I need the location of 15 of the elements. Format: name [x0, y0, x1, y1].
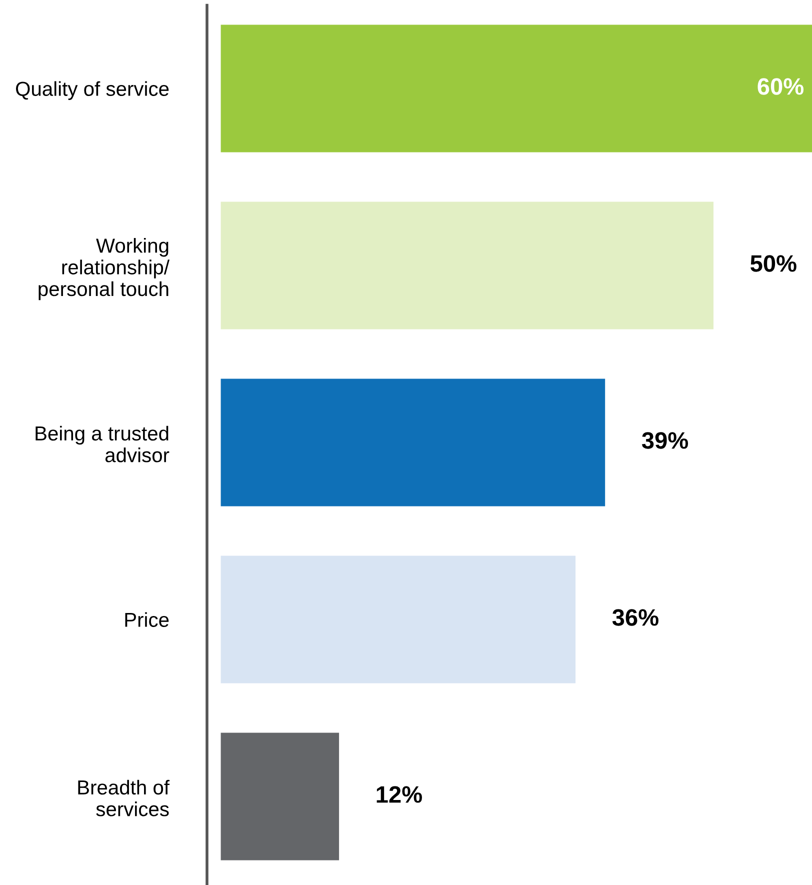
data-label: 60%	[758, 78, 804, 95]
bar	[220, 556, 576, 684]
y-tick-label: Working relationship/ personal touch	[38, 238, 170, 300]
data-label: 39%	[642, 432, 688, 449]
data-label: 50%	[750, 255, 796, 272]
bar	[220, 202, 714, 330]
y-tick-label: Breadth of services	[78, 780, 170, 816]
bar	[220, 378, 606, 506]
data-label: 12%	[376, 786, 422, 803]
data-label: 36%	[612, 609, 658, 626]
bar	[220, 732, 340, 860]
bar	[220, 24, 812, 152]
y-tick-label: Quality of service	[16, 81, 169, 100]
y-tick-label: Price	[125, 612, 169, 627]
y-tick-label: Being a trusted advisor	[36, 426, 170, 462]
